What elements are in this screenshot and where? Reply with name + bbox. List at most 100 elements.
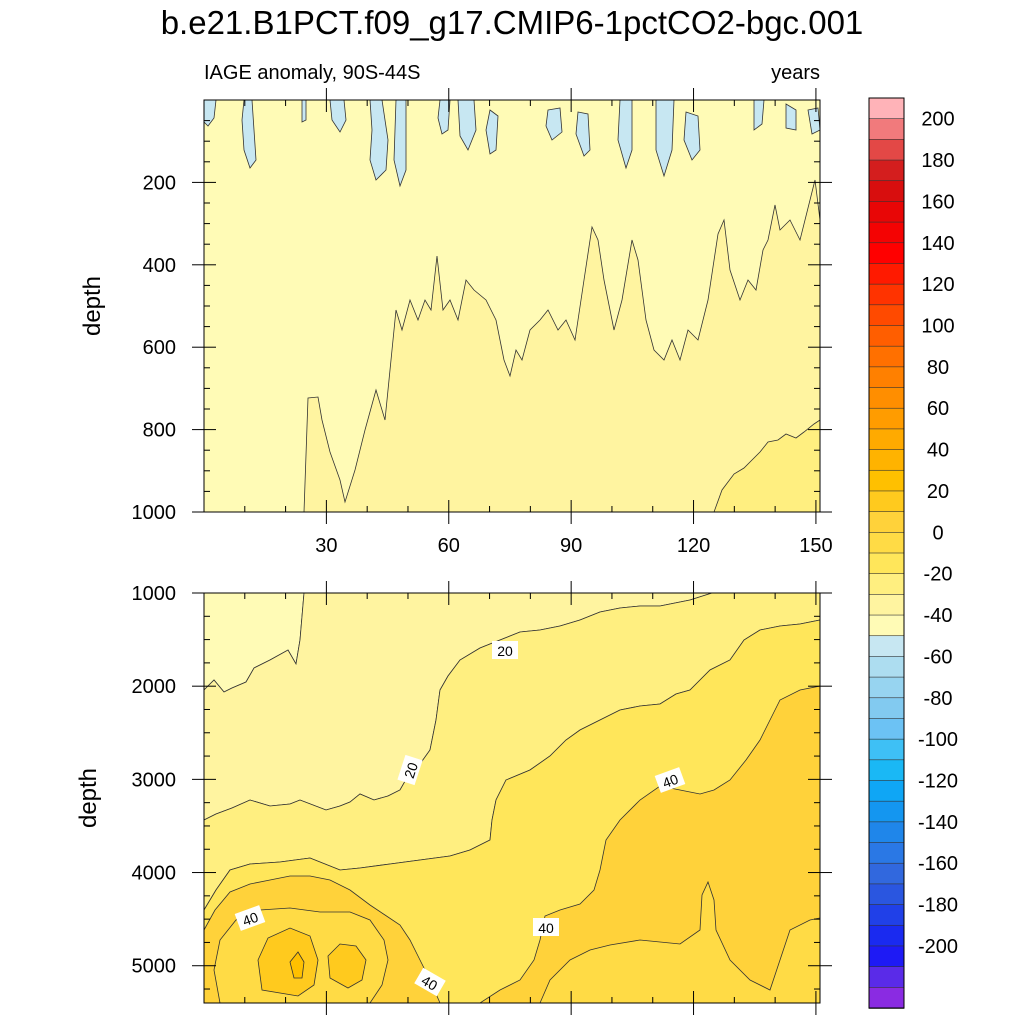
contour-label-5-text: 40 bbox=[538, 920, 554, 936]
upper-depth-panel: 30 60 90 120 150 200 400 600 800 1000 bbox=[132, 88, 833, 557]
bottom-plot-frame bbox=[203, 592, 821, 1004]
colorbar-label: -20 bbox=[924, 564, 953, 586]
colorbar-swatch bbox=[868, 614, 905, 637]
colorbar-swatch bbox=[868, 676, 905, 699]
colorbar-swatch bbox=[868, 159, 905, 182]
colorbar-swatch bbox=[868, 697, 905, 720]
contour-label-3: 40 bbox=[654, 767, 686, 793]
top-ticks: 30 60 90 120 150 200 400 600 800 1000 bbox=[132, 88, 833, 557]
colorbar-swatch bbox=[868, 325, 905, 347]
y-tick-label: 1000 bbox=[132, 583, 177, 605]
y-tick-label: 400 bbox=[143, 255, 176, 277]
x-tick-label: 60 bbox=[438, 535, 460, 557]
colorbar-swatch bbox=[868, 118, 905, 141]
contour-label-5: 40 bbox=[533, 918, 559, 936]
colorbar-swatch bbox=[868, 800, 905, 823]
contour-label-4-text: 40 bbox=[240, 909, 260, 929]
colorbar-label: -160 bbox=[918, 853, 958, 875]
top-y-axis-label: depth bbox=[79, 276, 106, 336]
colorbar-swatch bbox=[868, 180, 905, 203]
x-tick-label: 150 bbox=[799, 535, 832, 557]
lower-depth-panel: 20 20 40 40 40 40 1000 2000 3000 4000 5000 bbox=[132, 581, 832, 1015]
colorbar-label: 80 bbox=[927, 357, 949, 379]
colorbar-swatch bbox=[868, 904, 905, 927]
contour-label-3-text: 40 bbox=[660, 771, 680, 791]
colorbar-label: 140 bbox=[921, 233, 954, 255]
colorbar-label: 120 bbox=[921, 274, 954, 296]
colorbar-swatch bbox=[868, 552, 905, 575]
colorbar-swatch bbox=[868, 635, 905, 658]
y-tick-label: 4000 bbox=[132, 863, 177, 885]
colorbar-swatch bbox=[868, 345, 905, 368]
colorbar-swatch bbox=[868, 221, 905, 244]
left-subtitle: IAGE anomaly, 90S-44S bbox=[204, 62, 421, 84]
colorbar-swatch bbox=[868, 490, 905, 513]
colorbar-swatch bbox=[868, 511, 905, 534]
colorbar-swatch bbox=[868, 304, 905, 327]
colorbar-label: 200 bbox=[921, 109, 954, 131]
colorbar-label: -180 bbox=[918, 895, 958, 917]
colorbar-swatch bbox=[868, 759, 905, 782]
colorbar-swatch bbox=[868, 242, 905, 265]
colorbar-swatch bbox=[868, 987, 905, 1009]
colorbar-swatch bbox=[868, 718, 905, 740]
top-region-20-30 bbox=[713, 419, 821, 513]
right-subtitle: years bbox=[771, 62, 820, 84]
top-region-10-20 bbox=[303, 179, 821, 513]
colorbar-swatch bbox=[868, 449, 905, 472]
colorbar-swatch bbox=[868, 883, 905, 906]
colorbar-swatch bbox=[868, 573, 905, 596]
colorbar-swatch bbox=[868, 924, 905, 947]
colorbar-label: -200 bbox=[918, 936, 958, 958]
colorbar-label: 100 bbox=[921, 316, 954, 338]
chart-title: b.e21.B1PCT.f09_g17.CMIP6-1pctCO2-bgc.00… bbox=[160, 4, 864, 41]
colorbar-label: 180 bbox=[921, 150, 954, 172]
bottom-region-50-60-core1 bbox=[257, 927, 319, 997]
colorbar: 200180160140120100806040200-20-40-60-80-… bbox=[868, 97, 958, 1009]
colorbar-label: -140 bbox=[918, 812, 958, 834]
bottom-region-60-70-core bbox=[289, 951, 305, 979]
colorbar-swatch bbox=[868, 428, 905, 451]
colorbar-swatch bbox=[868, 387, 905, 410]
contour-label-4: 40 bbox=[234, 905, 266, 931]
colorbar-swatch bbox=[868, 780, 905, 802]
colorbar-swatch bbox=[868, 966, 905, 989]
colorbar-label: -120 bbox=[918, 771, 958, 793]
bottom-y-axis-label: depth bbox=[75, 768, 102, 828]
colorbar-swatch bbox=[868, 945, 905, 968]
colorbar-swatch bbox=[868, 821, 905, 844]
contour-label-2: 20 bbox=[397, 754, 423, 786]
x-tick-label: 30 bbox=[315, 535, 337, 557]
colorbar-swatch bbox=[868, 283, 905, 306]
colorbar-label: 20 bbox=[927, 481, 949, 503]
x-tick-label: 120 bbox=[677, 535, 710, 557]
colorbar-label: 40 bbox=[927, 440, 949, 462]
contour-label-1-text: 20 bbox=[497, 643, 513, 659]
colorbar-swatch bbox=[868, 97, 905, 120]
contour-label-1: 20 bbox=[492, 641, 518, 659]
colorbar-swatch bbox=[868, 263, 905, 285]
colorbar-swatch bbox=[868, 407, 905, 430]
colorbar-swatch bbox=[868, 366, 905, 389]
bottom-region-30-40 bbox=[203, 619, 821, 1004]
contour-label-6-text: 40 bbox=[419, 972, 441, 994]
y-tick-label: 1000 bbox=[132, 502, 177, 524]
colorbar-swatch bbox=[868, 656, 905, 678]
y-tick-label: 200 bbox=[143, 172, 176, 194]
bottom-region-40-50-right bbox=[539, 880, 821, 1004]
colorbar-swatch bbox=[868, 594, 905, 616]
colorbar-label: -60 bbox=[924, 646, 953, 668]
colorbar-label: 160 bbox=[921, 191, 954, 213]
bottom-ticks: 1000 2000 3000 4000 5000 bbox=[132, 581, 832, 1015]
colorbar-swatch bbox=[868, 738, 905, 761]
colorbar-swatch bbox=[868, 139, 905, 161]
colorbar-swatch bbox=[868, 201, 905, 223]
colorbar-swatch bbox=[868, 862, 905, 885]
colorbar-swatch bbox=[868, 469, 905, 492]
colorbar-label: 60 bbox=[927, 398, 949, 420]
bottom-region-50-60-core2 bbox=[327, 943, 367, 989]
y-tick-label: 5000 bbox=[132, 956, 177, 978]
contour-label-2-text: 20 bbox=[401, 760, 421, 780]
colorbar-swatch bbox=[868, 842, 905, 865]
contour-label-6: 40 bbox=[414, 967, 446, 997]
